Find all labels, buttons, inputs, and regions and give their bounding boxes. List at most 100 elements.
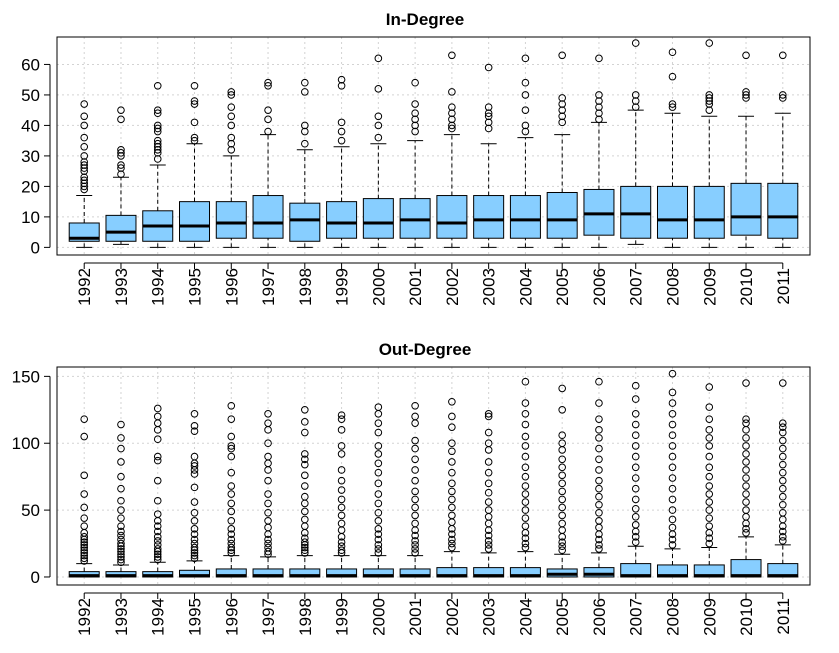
outlier-point: [80, 554, 89, 563]
outlier-point: [778, 537, 787, 545]
box-iqr: [473, 195, 505, 239]
outlier-point: [705, 522, 714, 530]
outlier-point: [117, 420, 125, 429]
outlier-point: [301, 139, 309, 148]
outlier-point: [337, 538, 346, 547]
outlier-point: [301, 549, 309, 557]
outlier-point: [778, 527, 787, 536]
outlier-point: [668, 100, 677, 108]
y-tick-label: 30: [21, 147, 40, 166]
outlier-point: [337, 136, 346, 145]
outlier-point: [521, 490, 530, 498]
outlier-point: [778, 476, 787, 485]
outlier-point: [705, 91, 714, 99]
box-1999: [326, 411, 358, 578]
outlier-point: [301, 121, 309, 130]
outlier-point: [301, 78, 309, 87]
outlier-point: [117, 553, 125, 561]
outlier-point: [668, 541, 677, 549]
outlier-point: [742, 379, 750, 387]
outlier-point: [595, 109, 603, 118]
outlier-point: [80, 164, 89, 172]
box-iqr: [399, 198, 431, 239]
outlier-point: [411, 115, 419, 124]
outlier-point: [374, 403, 383, 411]
outlier-point: [374, 530, 383, 538]
outlier-point: [705, 442, 714, 450]
outlier-point: [190, 483, 199, 492]
outlier-point: [264, 508, 272, 517]
outlier-point: [190, 97, 199, 105]
outlier-point: [631, 495, 640, 504]
outlier-point: [705, 415, 714, 423]
outlier-point: [264, 127, 272, 136]
outlier-point: [301, 428, 309, 437]
outlier-point: [742, 458, 750, 466]
outlier-point: [264, 439, 272, 448]
outlier-point: [631, 533, 640, 541]
outlier-point: [631, 410, 640, 418]
x-tick-label: 1993: [112, 598, 131, 636]
outlier-point: [595, 500, 603, 509]
box-1997: [252, 78, 284, 248]
outlier-point: [80, 100, 89, 108]
outlier-point: [337, 546, 346, 555]
outlier-point: [153, 545, 162, 553]
outlier-point: [301, 88, 309, 96]
outlier-point: [301, 418, 309, 426]
outlier-point: [80, 543, 89, 552]
outlier-point: [778, 444, 787, 453]
outlier-point: [190, 462, 199, 470]
outlier-point: [595, 54, 603, 63]
outlier-point: [117, 522, 125, 530]
outlier-point: [411, 511, 419, 520]
outlier-point: [117, 458, 125, 466]
y-tick-label: 100: [12, 434, 40, 453]
outlier-point: [301, 482, 309, 490]
outlier-point: [374, 525, 383, 533]
outlier-point: [631, 463, 640, 472]
outlier-point: [778, 436, 787, 445]
plot-border: [56, 366, 811, 586]
outlier-point: [153, 435, 162, 444]
outlier-point: [558, 118, 566, 127]
outlier-point: [153, 541, 162, 549]
x-tick-label: 1995: [186, 268, 205, 306]
outlier-point: [595, 434, 603, 442]
box-2000: [362, 54, 394, 248]
outlier-point: [227, 88, 236, 96]
x-tick-label: 1994: [149, 598, 168, 636]
outlier-point: [411, 545, 419, 553]
x-tick-label: 2004: [516, 268, 535, 306]
outlier-point: [448, 539, 456, 548]
outlier-point: [484, 63, 493, 72]
box-1994: [142, 404, 174, 578]
outlier-point: [227, 139, 236, 148]
outlier-point: [521, 91, 530, 99]
outlier-point: [742, 474, 750, 482]
outlier-point: [264, 535, 272, 544]
box-1996: [215, 401, 247, 578]
outlier-point: [705, 506, 714, 514]
box-2000: [362, 403, 394, 578]
outlier-point: [227, 415, 236, 423]
outlier-point: [778, 428, 787, 437]
outlier-point: [448, 458, 456, 466]
outlier-point: [264, 115, 272, 124]
box-iqr: [583, 188, 615, 236]
outlier-point: [742, 88, 750, 96]
outlier-point: [448, 511, 456, 520]
outlier-point: [705, 403, 714, 411]
box-iqr: [68, 222, 100, 242]
outlier-point: [448, 468, 456, 477]
outlier-point: [153, 124, 162, 133]
outlier-point: [117, 170, 125, 179]
outlier-point: [153, 404, 162, 413]
outlier-point: [521, 432, 530, 441]
outlier-point: [631, 431, 640, 440]
outlier-point: [153, 81, 162, 90]
x-tick-label: 2008: [663, 598, 682, 636]
outlier-point: [778, 51, 787, 60]
outlier-point: [448, 487, 456, 496]
outlier-point: [80, 158, 89, 166]
